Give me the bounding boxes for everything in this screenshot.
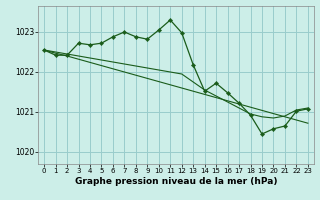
X-axis label: Graphe pression niveau de la mer (hPa): Graphe pression niveau de la mer (hPa) xyxy=(75,177,277,186)
